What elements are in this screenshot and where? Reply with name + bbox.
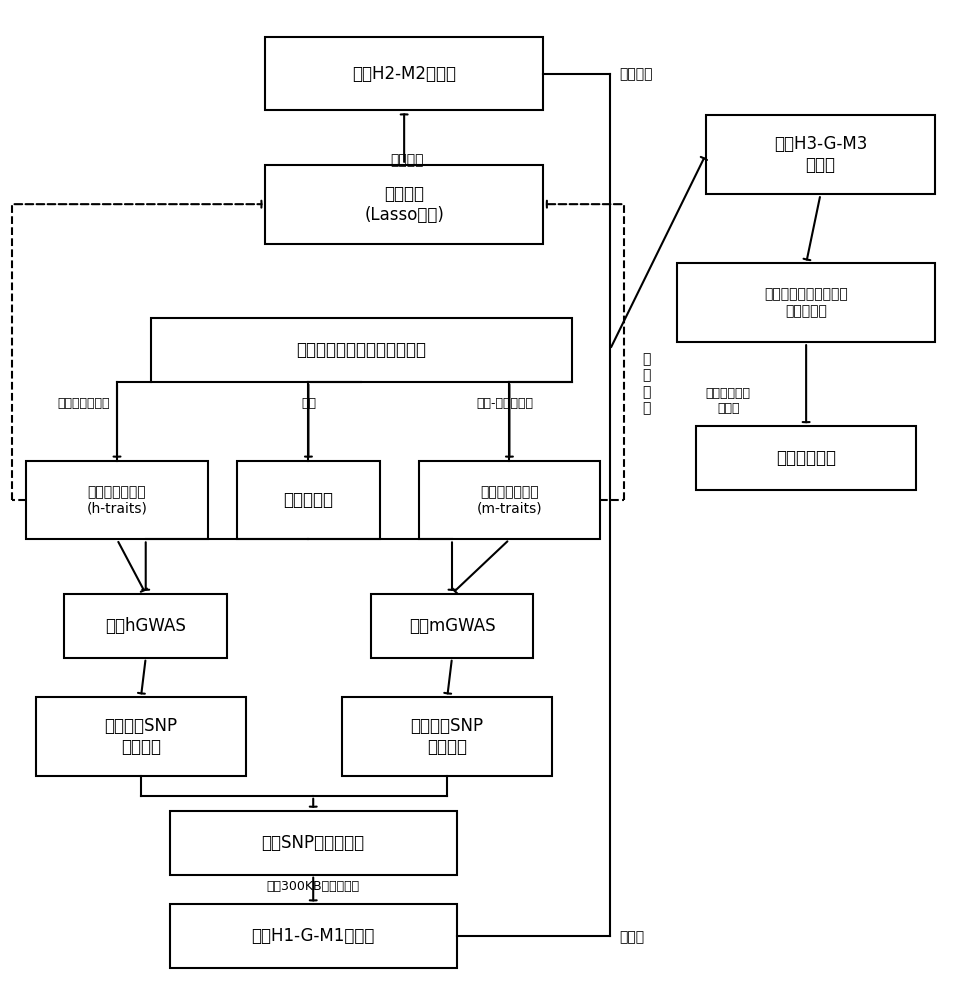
Bar xyxy=(265,37,543,110)
Bar xyxy=(64,594,227,658)
Text: 显著SNP共定位分析: 显著SNP共定位分析 xyxy=(261,834,365,852)
Text: 重
叠
部
分: 重 叠 部 分 xyxy=(642,352,651,415)
Text: 特征变量: 特征变量 xyxy=(389,153,423,167)
Text: 定位基因超表
达实验: 定位基因超表 达实验 xyxy=(706,387,751,415)
Text: 测定代谢物含量
(m-traits): 测定代谢物含量 (m-traits) xyxy=(477,485,542,515)
Bar xyxy=(677,263,935,342)
Bar xyxy=(265,165,543,244)
Bar xyxy=(419,461,600,539)
Bar xyxy=(706,115,935,194)
Bar xyxy=(170,904,456,968)
Text: 位于300KB之内匹配对: 位于300KB之内匹配对 xyxy=(267,880,360,893)
Text: 验证遗传关联: 验证遗传关联 xyxy=(776,449,836,467)
Bar xyxy=(170,811,456,875)
Bar xyxy=(237,461,381,539)
Text: 密切关联: 密切关联 xyxy=(619,67,653,81)
Bar xyxy=(371,594,533,658)
Text: 构建H3-G-M3
网络图: 构建H3-G-M3 网络图 xyxy=(774,135,867,174)
Text: 获取高光谱指数
(h-traits): 获取高光谱指数 (h-traits) xyxy=(86,485,148,515)
Text: 构建H1-G-M1网络图: 构建H1-G-M1网络图 xyxy=(251,927,375,945)
Text: 构建H2-M2网络图: 构建H2-M2网络图 xyxy=(352,65,456,83)
Bar xyxy=(151,318,572,382)
Text: 特征筛选
(Lasso回归): 特征筛选 (Lasso回归) xyxy=(364,185,444,224)
Text: 统计显著SNP
位点信息: 统计显著SNP 位点信息 xyxy=(104,717,178,756)
Bar xyxy=(342,697,552,776)
Bar xyxy=(36,697,247,776)
Text: 采集高光谱图像: 采集高光谱图像 xyxy=(57,397,110,410)
Text: 测序: 测序 xyxy=(301,397,316,410)
Text: 统计显著SNP
位点信息: 统计显著SNP 位点信息 xyxy=(411,717,484,756)
Text: 共定位: 共定位 xyxy=(619,930,645,944)
Text: 进行hGWAS: 进行hGWAS xyxy=(105,617,186,635)
Text: 基因组数据: 基因组数据 xyxy=(284,491,333,509)
Bar xyxy=(26,461,208,539)
Text: 水稻、玉米、小麦和油菜籽粒: 水稻、玉米、小麦和油菜籽粒 xyxy=(296,341,426,359)
Text: 色谱-串联质谱法: 色谱-串联质谱法 xyxy=(476,397,533,410)
Text: 进行mGWAS: 进行mGWAS xyxy=(409,617,495,635)
Bar xyxy=(696,426,917,490)
Text: 挖掘高光谱指数与代谢
物遗传关联: 挖掘高光谱指数与代谢 物遗传关联 xyxy=(764,288,848,318)
